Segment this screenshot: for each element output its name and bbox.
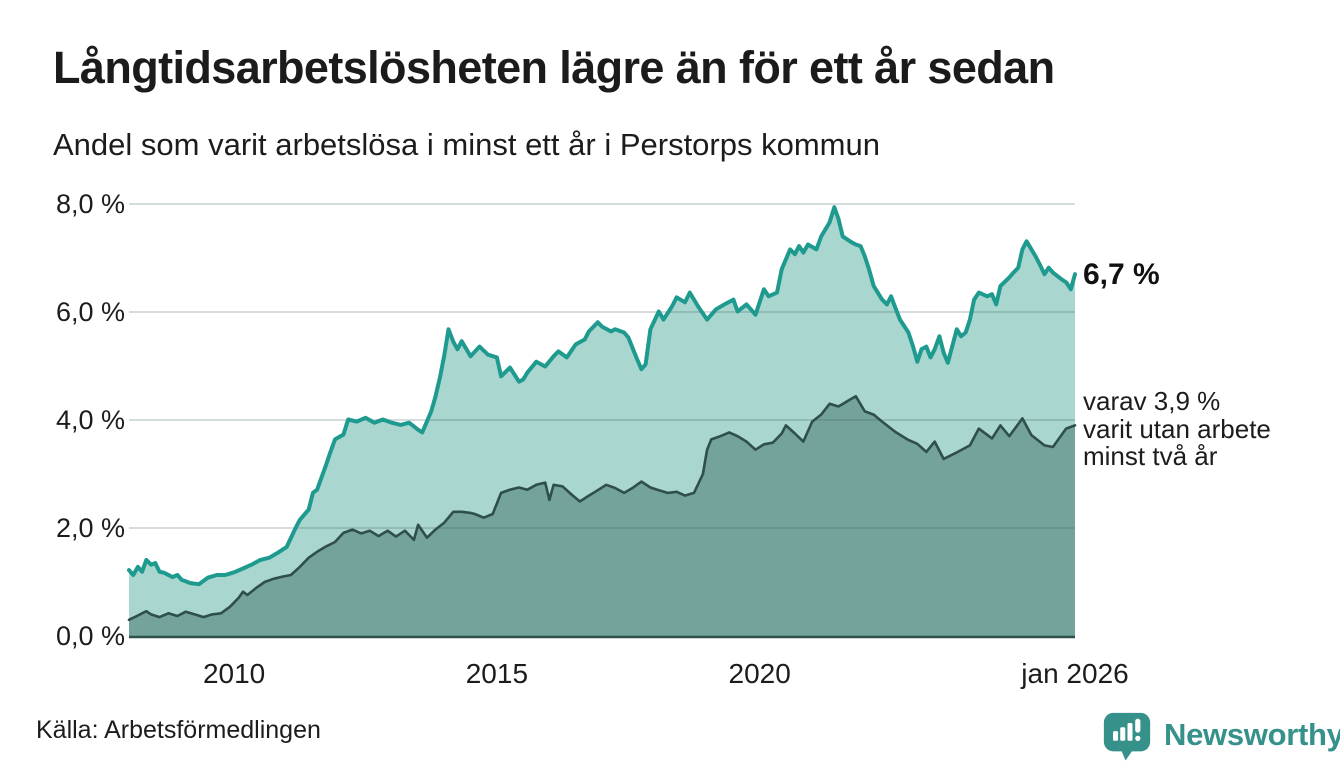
end-note-label: varav 3,9 % varit utan arbete minst två … [1083,386,1271,471]
logo-bar-3 [1127,722,1133,741]
x-axis-label: jan 2026 [1021,658,1129,689]
end-note-line-2: varit utan arbete [1083,413,1271,444]
logo-bubble-shape [1103,712,1151,761]
logo-exclamation-bar [1135,718,1141,733]
y-axis-label: 2,0 % [55,513,125,543]
y-axis-label: 0,0 % [55,621,125,651]
y-axis-label: 8,0 % [55,189,125,219]
logo-bar-2 [1120,727,1126,741]
x-axis-label: 2015 [465,658,529,689]
line-unemployed-1yr [127,205,1077,587]
area-unemployed-2yr [129,396,1075,636]
newsworthy-logo: Newsworthy [1100,708,1340,762]
newsworthy-logo-text: Newsworthy [1164,717,1340,752]
x-axis-label: 2020 [728,658,791,689]
page-title: Långtidsarbetslösheten lägre än för ett … [53,42,1055,93]
logo-bar-1 [1113,731,1119,741]
newsworthy-logo-icon [1103,712,1151,761]
x-axis-label: 2010 [202,658,266,689]
end-value-label: 6,7 % [1083,258,1160,291]
y-axis-label: 6,0 % [55,297,125,327]
chart-subtitle: Andel som varit arbetslösa i minst ett å… [53,127,880,162]
end-note-line-1: varav 3,9 % [1083,386,1221,416]
end-note-line-3: minst två år [1083,441,1218,471]
logo-exclamation-dot [1135,735,1141,741]
line-unemployed-2yr [127,394,1077,622]
y-axis-label: 4,0 % [55,405,125,435]
source-label: Källa: Arbetsförmedlingen [36,716,321,744]
